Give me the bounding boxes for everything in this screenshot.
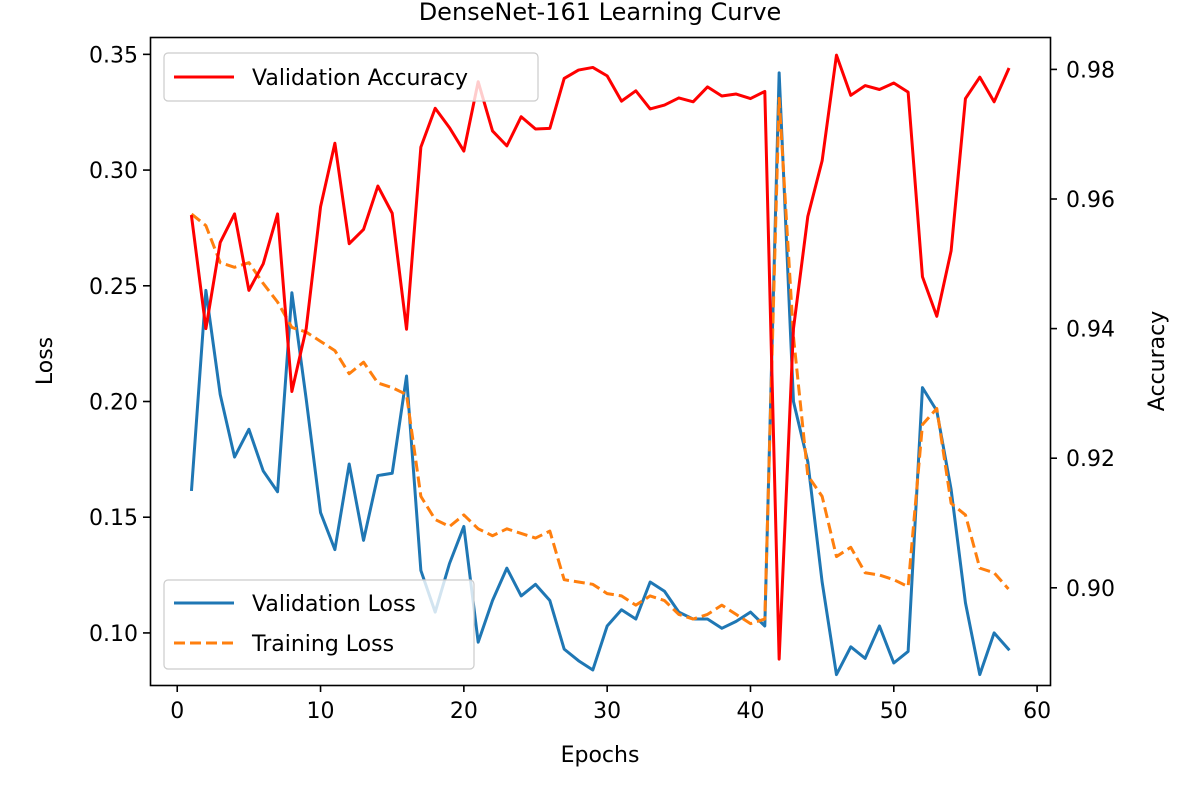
right-y-tick-label: 0.94 bbox=[1066, 318, 1115, 343]
left-y-tick-label: 0.15 bbox=[89, 506, 138, 531]
plot-area bbox=[189, 53, 1011, 677]
left-y-tick-label: 0.25 bbox=[89, 275, 138, 300]
right-y-axis-ticks: 0.90 0.92 0.94 0.96 0.98 bbox=[1050, 58, 1115, 602]
x-tick-label: 60 bbox=[1023, 699, 1051, 724]
legend-loss-box bbox=[163, 579, 475, 670]
x-tick-label: 30 bbox=[593, 699, 621, 724]
series-line-validation-loss bbox=[189, 71, 1011, 677]
x-axis-label: Epochs bbox=[561, 743, 640, 768]
x-tick-label: 10 bbox=[307, 699, 335, 724]
series-line-training-loss bbox=[190, 96, 1010, 626]
left-y-axis-ticks: 0.10 0.15 0.20 0.25 0.30 0.35 bbox=[89, 43, 150, 647]
x-tick-label: 20 bbox=[450, 699, 478, 724]
legend-loss: Validation Loss Training Loss bbox=[163, 579, 475, 670]
chart-title: DenseNet-161 Learning Curve bbox=[419, 0, 782, 26]
right-y-tick-label: 0.98 bbox=[1066, 58, 1115, 83]
x-tick-label: 50 bbox=[880, 699, 908, 724]
right-y-tick-label: 0.90 bbox=[1066, 577, 1115, 602]
legend-accuracy-label: Validation Accuracy bbox=[252, 66, 468, 91]
legend-validation-loss-label: Validation Loss bbox=[252, 592, 416, 617]
right-y-tick-label: 0.96 bbox=[1066, 188, 1115, 213]
right-y-axis-label: Accuracy bbox=[1145, 311, 1170, 411]
legend-accuracy: Validation Accuracy bbox=[163, 52, 539, 102]
left-y-tick-label: 0.20 bbox=[89, 391, 138, 416]
legend-training-loss-label: Training Loss bbox=[251, 632, 394, 657]
left-y-tick-label: 0.35 bbox=[89, 43, 138, 68]
left-y-tick-label: 0.10 bbox=[89, 622, 138, 647]
axes-frame bbox=[149, 36, 1052, 687]
series-line-validation-accuracy bbox=[189, 53, 1011, 661]
x-tick-label: 0 bbox=[170, 699, 184, 724]
x-tick-label: 40 bbox=[736, 699, 764, 724]
left-y-axis-label: Loss bbox=[33, 337, 58, 385]
left-y-tick-label: 0.30 bbox=[89, 159, 138, 184]
right-y-tick-label: 0.92 bbox=[1066, 447, 1115, 472]
legend-accuracy-box bbox=[163, 52, 539, 102]
x-axis-ticks: 0 10 20 30 40 50 60 bbox=[170, 685, 1051, 724]
